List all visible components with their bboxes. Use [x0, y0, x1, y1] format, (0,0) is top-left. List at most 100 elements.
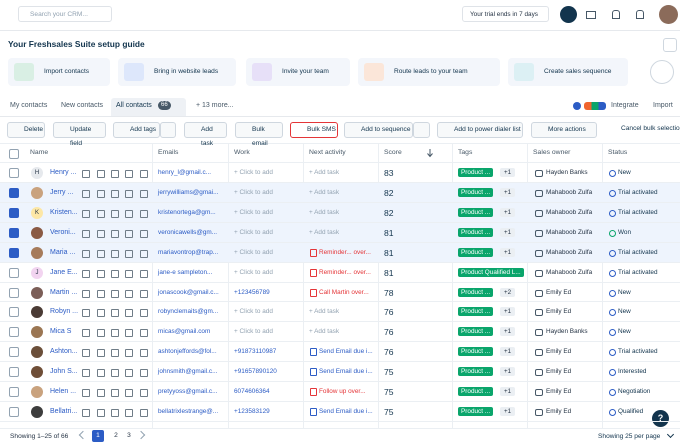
email[interactable]: pretyyoss@gmail.c... — [158, 387, 218, 395]
tag[interactable]: Product ... — [458, 227, 494, 237]
table-row[interactable]: H Henry ... henry_l@gmail.c... + Click to a… — [0, 164, 680, 184]
work-phone[interactable]: + Click to add — [234, 169, 273, 177]
sales-owner[interactable]: Emily Ed — [546, 407, 572, 415]
tag[interactable]: Product ... — [458, 287, 494, 297]
tag[interactable]: Product ... — [458, 208, 494, 218]
row-checkbox[interactable] — [9, 307, 19, 318]
guide-step[interactable]: Route leads to your team — [358, 58, 500, 86]
email[interactable]: jerrywilliams@gmai... — [158, 189, 219, 197]
tab[interactable]: My contacts — [10, 102, 48, 109]
email[interactable]: jane-e sampleton... — [158, 268, 213, 276]
sales-owner[interactable]: Mahaboob Zulfa — [546, 268, 593, 276]
dropdown-caret[interactable] — [413, 122, 430, 138]
row-action-icon[interactable] — [82, 388, 90, 397]
next-activity[interactable]: + Add task — [309, 189, 340, 197]
tag-more[interactable]: +1 — [500, 406, 516, 416]
next-activity[interactable]: + Add task — [309, 308, 340, 316]
row-action-icon[interactable] — [140, 249, 148, 258]
next-activity[interactable]: Call Martin over... — [319, 288, 369, 296]
row-action-icon[interactable] — [111, 289, 119, 298]
next-activity[interactable]: Send Email due i... — [319, 367, 373, 375]
toolbar-button[interactable]: Add task — [184, 122, 227, 147]
tag[interactable]: Product ... — [458, 347, 494, 357]
table-row[interactable]: K Kristen... kristenortega@gm... + Click to… — [0, 203, 680, 224]
row-checkbox[interactable] — [9, 287, 19, 298]
row-action-icon[interactable] — [140, 210, 148, 219]
toolbar-button[interactable]: Add tags — [113, 122, 160, 138]
row-action-icon[interactable] — [82, 349, 90, 358]
work-phone[interactable]: + Click to add — [234, 308, 273, 316]
row-action-icon[interactable] — [97, 289, 105, 298]
guide-menu[interactable] — [663, 38, 677, 52]
row-checkbox[interactable] — [9, 227, 19, 238]
toolbar-button[interactable]: Bulk SMS — [290, 122, 338, 138]
table-row[interactable]: Bellatri... bellatrixlestrange@... +123583… — [0, 402, 680, 422]
tag-more[interactable]: +1 — [500, 347, 516, 357]
email[interactable]: jonascook@gmail.c... — [158, 288, 219, 296]
work-phone[interactable]: + Click to add — [234, 189, 273, 197]
row-action-icon[interactable] — [111, 210, 119, 219]
tab[interactable]: Import — [653, 102, 673, 109]
status[interactable]: New — [618, 308, 631, 316]
table-row[interactable]: Jerry ... jerrywilliams@gmai... + Click to… — [0, 183, 680, 204]
work-phone[interactable]: +91873110987 — [234, 348, 277, 356]
toolbar-button[interactable]: Delete — [7, 122, 45, 138]
work-phone[interactable]: +123456789 — [234, 288, 270, 296]
sales-owner[interactable]: Mahaboob Zulfa — [546, 209, 593, 217]
row-action-icon[interactable] — [82, 329, 90, 338]
table-row[interactable]: Martin ... jonascook@gmail.c... +123456789… — [0, 283, 680, 303]
contact-name[interactable]: Bellatri... — [50, 407, 78, 415]
status[interactable]: New — [618, 328, 631, 336]
next-activity[interactable]: Reminder... over... — [319, 248, 371, 256]
email[interactable]: micas@gmail.com — [158, 328, 211, 336]
row-action-icon[interactable] — [97, 170, 105, 179]
tag[interactable]: Product ... — [458, 406, 494, 416]
row-action-icon[interactable] — [97, 229, 105, 238]
next-activity[interactable]: + Add task — [309, 328, 340, 336]
column-header[interactable]: Name — [30, 149, 49, 156]
page-number[interactable]: 2 — [114, 432, 118, 439]
select-all-checkbox[interactable] — [9, 149, 19, 159]
row-action-icon[interactable] — [125, 249, 133, 258]
email[interactable]: bellatrixlestrange@... — [158, 407, 219, 415]
column-header[interactable]: Score — [384, 149, 402, 156]
row-action-icon[interactable] — [111, 249, 119, 258]
tag[interactable]: Product ... — [458, 188, 494, 198]
work-phone[interactable]: + Click to add — [234, 328, 273, 336]
row-checkbox[interactable] — [9, 168, 19, 179]
column-header[interactable]: Sales owner — [533, 149, 571, 156]
tag-more[interactable]: +1 — [500, 327, 516, 337]
toolbar-button[interactable]: Add to power dialer list — [437, 122, 523, 138]
row-action-icon[interactable] — [125, 269, 133, 278]
status[interactable]: Qualified — [618, 407, 644, 415]
contact-name[interactable]: Henry ... — [50, 169, 77, 177]
guide-next[interactable] — [650, 60, 674, 84]
guide-step[interactable]: Bring in website leads — [118, 58, 236, 86]
next-activity[interactable]: Reminder... over... — [319, 268, 371, 276]
contact-name[interactable]: Jane E... — [50, 268, 78, 276]
guide-step[interactable]: Import contacts — [8, 58, 110, 86]
row-action-icon[interactable] — [125, 289, 133, 298]
status[interactable]: Trial activated — [618, 248, 658, 256]
row-action-icon[interactable] — [140, 349, 148, 358]
column-header[interactable]: Tags — [458, 149, 473, 156]
row-checkbox[interactable] — [9, 208, 19, 219]
table-row[interactable]: Veroni... veronicawells@gm... + Click to a… — [0, 223, 680, 243]
sales-owner[interactable]: Mahaboob Zulfa — [546, 228, 593, 236]
sales-owner[interactable]: Emily Ed — [546, 348, 572, 356]
toolbar-button[interactable]: Cancel bulk selection — [621, 125, 680, 132]
row-action-icon[interactable] — [97, 190, 105, 199]
toolbar-button[interactable]: Add to sequence — [344, 122, 413, 138]
search-box[interactable] — [18, 6, 112, 22]
column-header[interactable]: Work — [234, 149, 250, 156]
row-action-icon[interactable] — [140, 229, 148, 238]
bell-icon[interactable] — [612, 10, 620, 19]
sales-owner[interactable]: Emily Ed — [546, 387, 572, 395]
row-action-icon[interactable] — [125, 329, 133, 338]
status[interactable]: Won — [618, 228, 632, 236]
next-activity[interactable]: Send Email due i... — [319, 407, 373, 415]
work-phone[interactable]: 6074606364 — [234, 387, 270, 395]
contact-name[interactable]: Kristen... — [50, 209, 78, 217]
page-number[interactable]: 1 — [92, 430, 104, 442]
email[interactable]: veronicawells@gm... — [158, 228, 218, 236]
